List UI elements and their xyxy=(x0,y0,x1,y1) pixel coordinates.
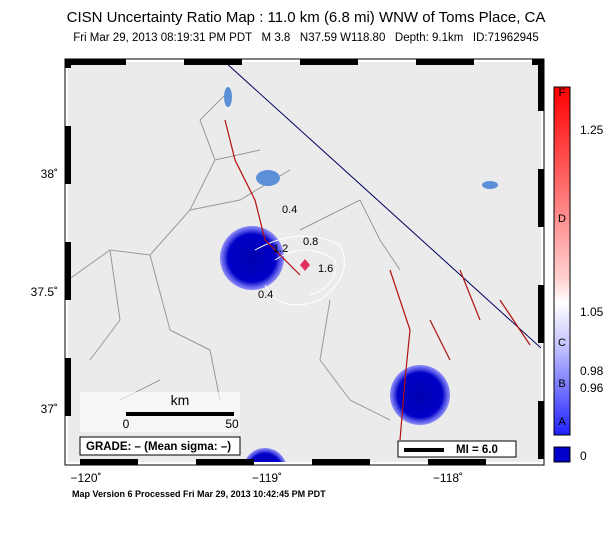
colorbar-zero xyxy=(553,446,571,463)
epicenter xyxy=(300,259,310,271)
colorbar-tick: 0 xyxy=(580,449,587,463)
contour xyxy=(254,235,345,306)
scale-bar xyxy=(126,412,234,416)
footer: Map Version 6 Processed Fri Mar 29, 2013… xyxy=(72,489,326,499)
mi-box xyxy=(397,440,517,458)
colorbar-tick: 1.05 xyxy=(580,305,604,319)
lat-label: 37.5˚ xyxy=(31,285,58,299)
lat-label: 38˚ xyxy=(41,167,58,181)
colorbar-tick: 0.98 xyxy=(580,364,604,378)
contour xyxy=(274,249,337,296)
grade-box xyxy=(79,436,241,456)
scale-unit: km xyxy=(171,392,190,408)
contour-label: 0.4 xyxy=(282,204,297,216)
grade: GRADE: – (Mean sigma: –) xyxy=(86,441,231,453)
colorbar-tick: 1.25 xyxy=(580,123,604,137)
grade-letter: F xyxy=(559,87,566,99)
mi-legend: MI = 6.0 xyxy=(456,444,498,456)
state-border xyxy=(224,62,541,349)
lon-label: −118˚ xyxy=(433,471,463,485)
lon-label: −119˚ xyxy=(252,471,282,485)
scale-end: 50 xyxy=(225,417,239,431)
lon-label: −120˚ xyxy=(70,471,101,485)
lake xyxy=(256,170,280,186)
lat-label: 37˚ xyxy=(41,402,58,416)
county-lines xyxy=(68,89,401,421)
map-frame xyxy=(65,59,544,465)
subtitle: Fri Mar 29, 2013 08:19:31 PM PDT M 3.8 N… xyxy=(73,32,539,44)
lake xyxy=(224,87,232,107)
lake xyxy=(482,181,498,189)
colorbar xyxy=(553,86,571,436)
title: CISN Uncertainty Ratio Map : 11.0 km (6.… xyxy=(67,9,546,26)
grade-letter: B xyxy=(558,378,565,390)
scale-start: 0 xyxy=(123,417,130,431)
grade-letter: A xyxy=(558,416,566,428)
grade-letter: C xyxy=(558,337,566,349)
uncertainty-blob xyxy=(244,448,286,462)
contour-label: 1.6 xyxy=(318,263,333,275)
colorbar-tick: 0.96 xyxy=(580,381,604,395)
grade-letter: D xyxy=(558,213,566,225)
uncertainty-blob xyxy=(220,226,284,290)
contour-label: 1.2 xyxy=(273,243,288,255)
contour-label: 0.8 xyxy=(303,236,318,248)
mi-bar xyxy=(404,448,444,452)
contour-label: 0.4 xyxy=(258,289,273,301)
faults xyxy=(224,119,531,441)
uncertainty-blob xyxy=(390,365,450,425)
map-frame-outline xyxy=(64,58,545,466)
